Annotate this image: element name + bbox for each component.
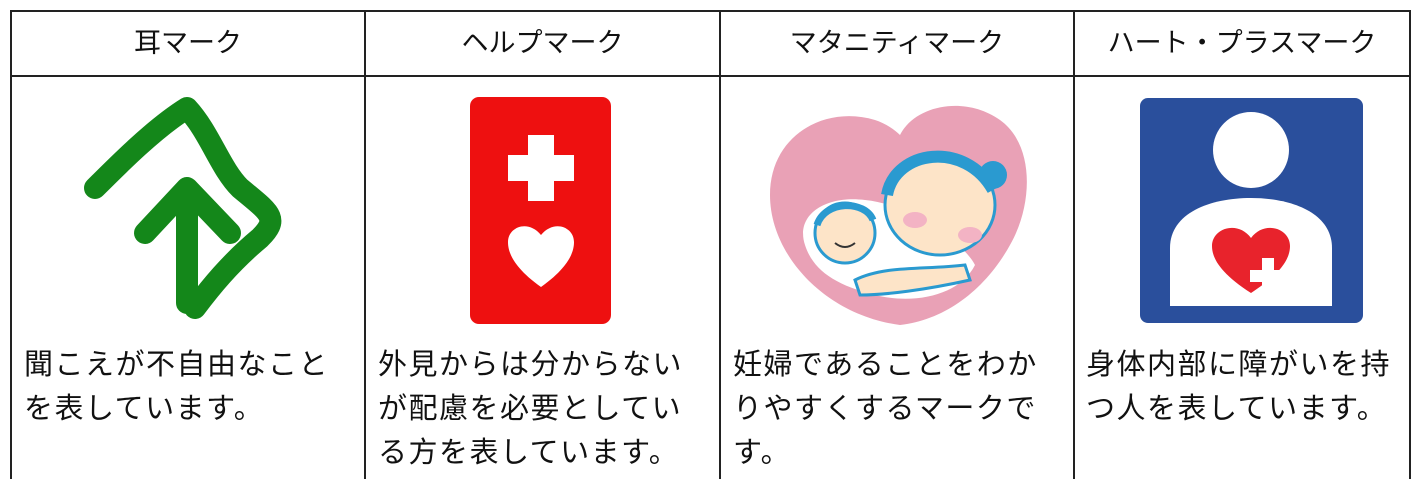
header-cell: 耳マーク xyxy=(134,28,242,59)
description-line: 妊婦であることをわか xyxy=(733,347,1038,381)
description-line: 身体内部に障がいを持 xyxy=(1086,347,1392,381)
ear-mark-icon xyxy=(84,97,282,319)
border xyxy=(1073,10,1075,479)
maternity-mark-icon xyxy=(770,105,1027,325)
header-cell: ハート・プラスマーク xyxy=(1107,28,1377,59)
header-cell: マタニティマーク xyxy=(789,28,1005,59)
description-line: す。 xyxy=(733,435,792,469)
description-line: つ人を表しています。 xyxy=(1086,391,1388,425)
heart-plus-mark-icon xyxy=(1140,98,1363,323)
description-line: を表しています。 xyxy=(24,391,265,425)
description-line: りやすくするマークで xyxy=(733,391,1037,425)
description-cell: 外見からは分からない が配慮を必要としてい る方を表しています。 xyxy=(378,342,683,474)
help-mark-icon xyxy=(470,97,611,324)
description-line: 外見からは分からない xyxy=(378,347,684,381)
description-cell: 身体内部に障がいを持 つ人を表しています。 xyxy=(1086,342,1391,430)
border xyxy=(10,75,1410,77)
header-cell: ヘルプマーク xyxy=(461,28,624,59)
border xyxy=(719,10,721,479)
description-line: が配慮を必要としてい xyxy=(378,391,683,425)
border xyxy=(364,10,366,479)
description-cell: 聞こえが不自由なこと を表しています。 xyxy=(24,342,329,430)
border xyxy=(1409,10,1411,479)
border xyxy=(10,10,1410,12)
border xyxy=(10,10,12,479)
description-line: る方を表しています。 xyxy=(378,435,680,469)
description-line: 聞こえが不自由なこと xyxy=(24,347,330,381)
description-cell: 妊婦であることをわか りやすくするマークで す。 xyxy=(733,342,1038,474)
